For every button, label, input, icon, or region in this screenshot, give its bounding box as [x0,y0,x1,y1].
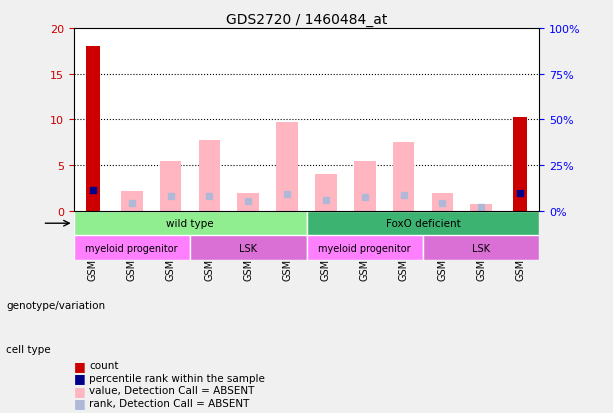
Bar [276,123,298,211]
Text: cell type: cell type [6,344,51,354]
FancyBboxPatch shape [306,236,423,260]
Bar [121,191,143,211]
Bar [393,143,414,211]
Text: ■: ■ [74,396,85,409]
Bar [86,47,100,211]
Text: genotype/variation: genotype/variation [6,301,105,311]
Text: count: count [89,361,118,370]
Text: FoxO deficient: FoxO deficient [386,219,460,229]
Text: ■: ■ [74,384,85,397]
Text: percentile rank within the sample: percentile rank within the sample [89,373,265,383]
Text: ■: ■ [74,359,85,372]
FancyBboxPatch shape [306,211,539,236]
FancyBboxPatch shape [74,211,306,236]
Bar [513,117,527,211]
Bar [432,193,453,211]
Bar [354,161,376,211]
FancyBboxPatch shape [190,236,306,260]
Text: myeloid progenitor: myeloid progenitor [85,243,178,253]
FancyBboxPatch shape [423,236,539,260]
Text: ■: ■ [74,371,85,385]
Bar [160,161,181,211]
FancyBboxPatch shape [74,236,190,260]
Text: LSK: LSK [239,243,257,253]
Text: rank, Detection Call = ABSENT: rank, Detection Call = ABSENT [89,398,249,408]
Bar [470,204,492,211]
Bar [199,140,220,211]
Text: value, Detection Call = ABSENT: value, Detection Call = ABSENT [89,385,254,395]
Bar [237,193,259,211]
Text: LSK: LSK [472,243,490,253]
Text: wild type: wild type [166,219,214,229]
Text: myeloid progenitor: myeloid progenitor [318,243,411,253]
Title: GDS2720 / 1460484_at: GDS2720 / 1460484_at [226,12,387,26]
Bar [315,175,337,211]
